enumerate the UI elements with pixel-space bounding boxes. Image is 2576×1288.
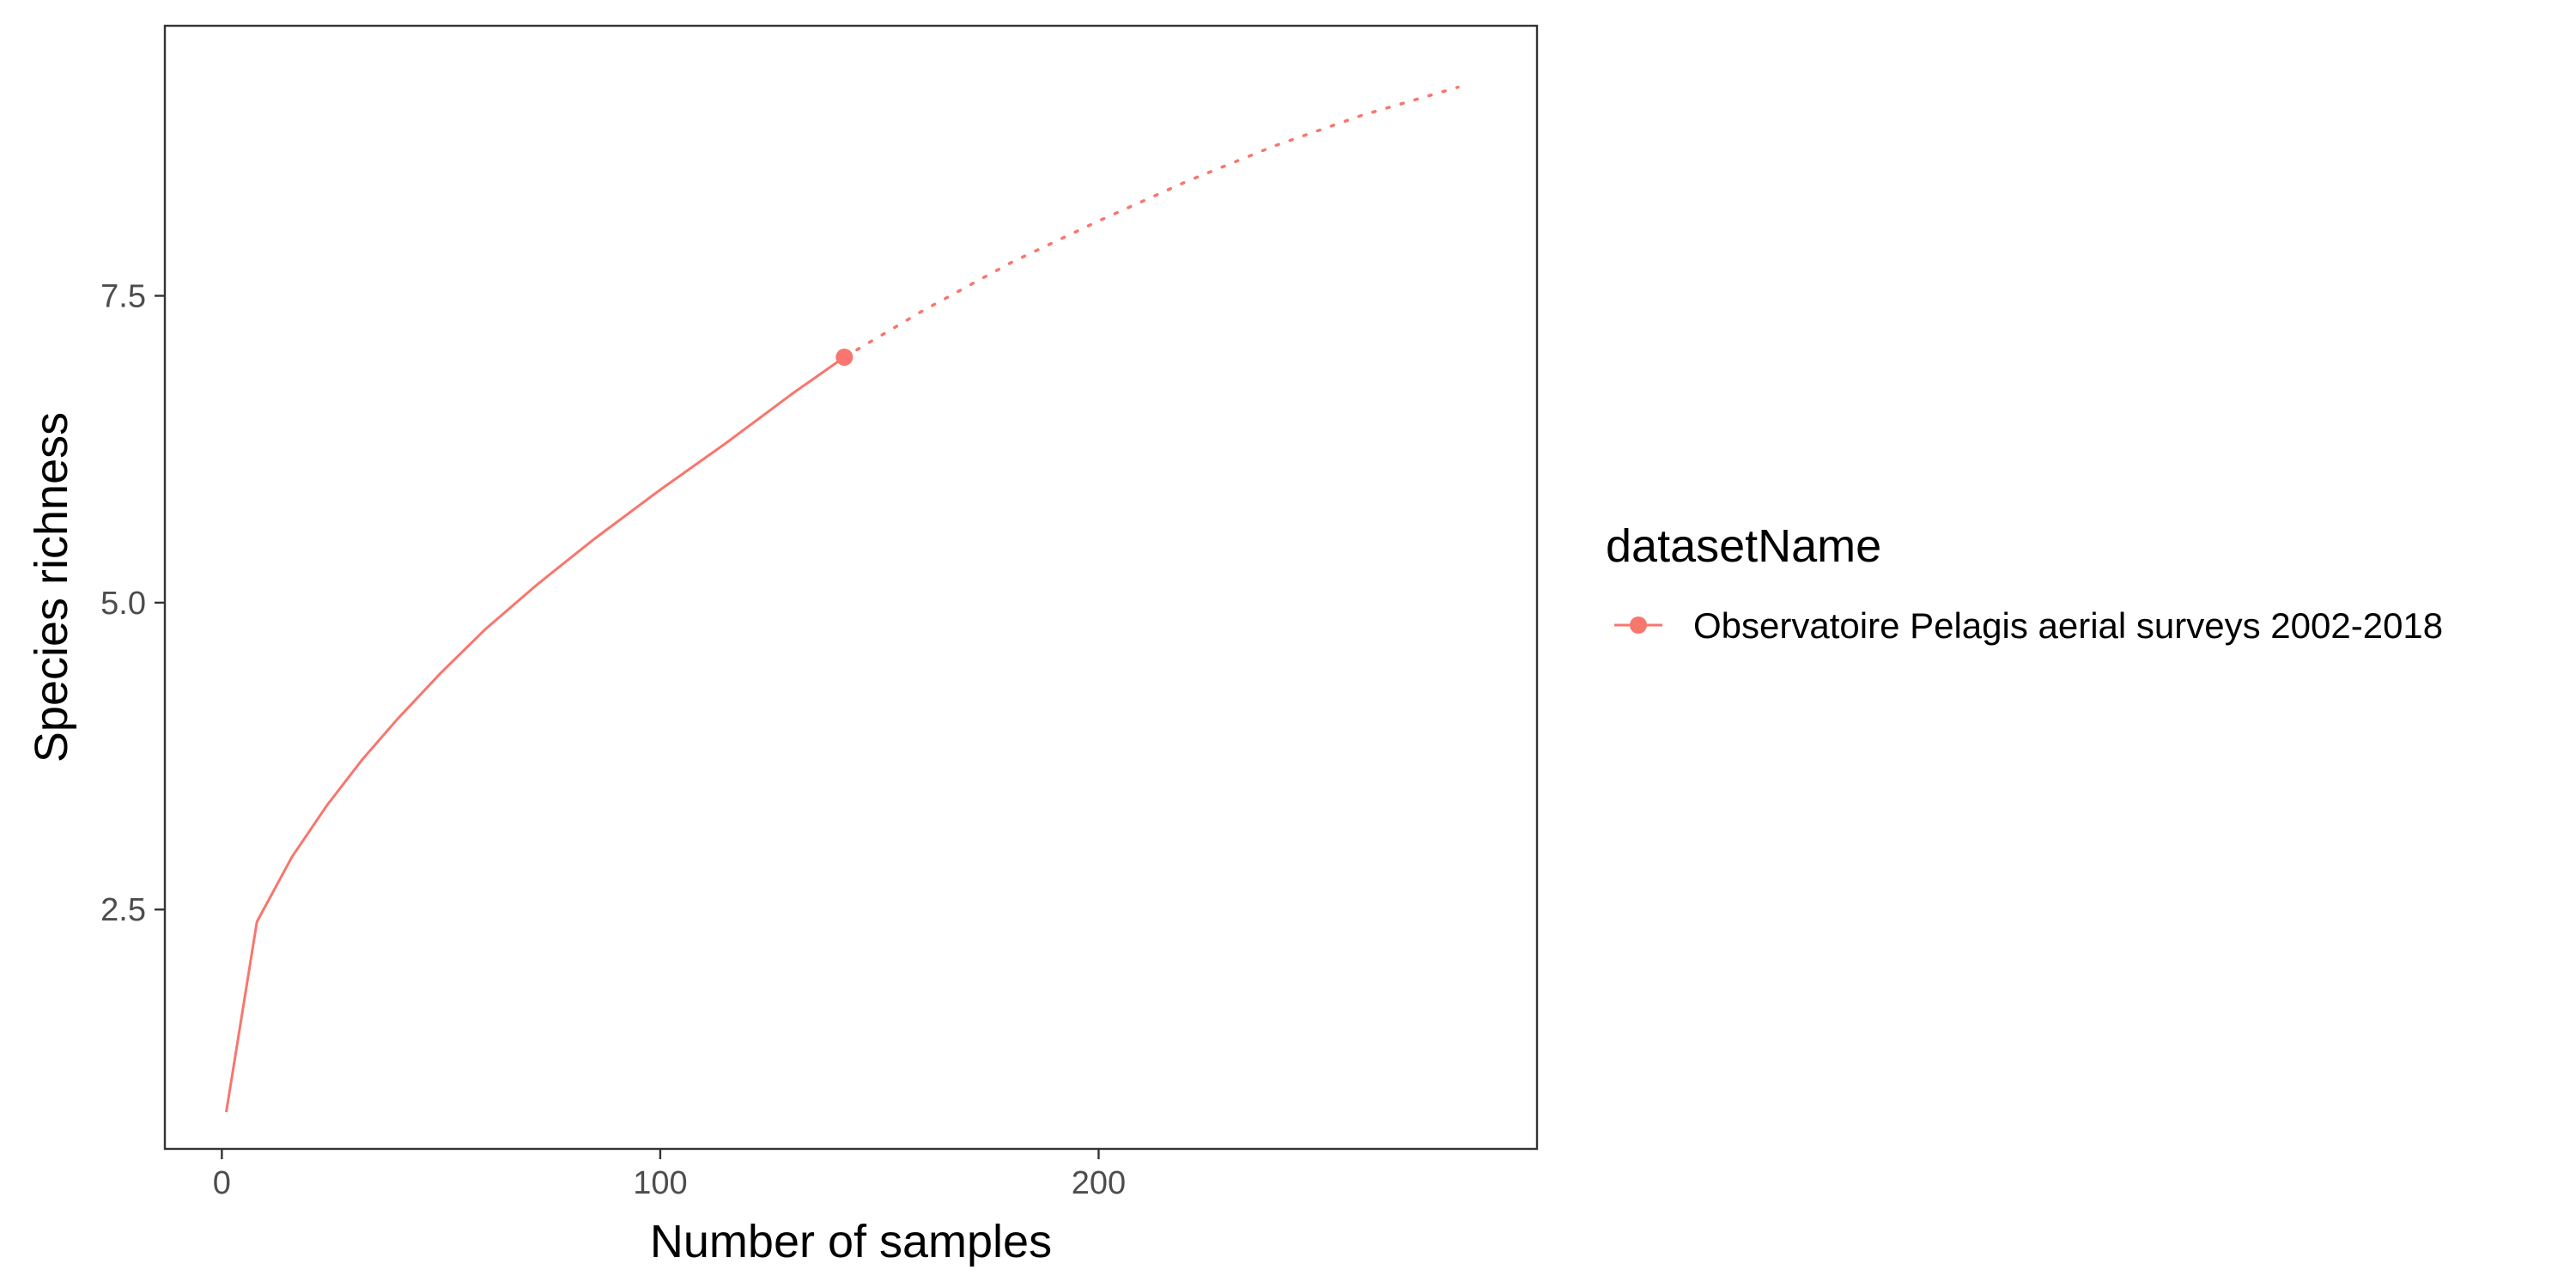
x-tick-label: 100 bbox=[633, 1165, 687, 1201]
series-layer bbox=[225, 85, 1460, 1113]
y-tick-label: 5.0 bbox=[100, 586, 146, 622]
legend-key bbox=[1614, 617, 1662, 634]
legend: datasetName Observatoire Pelagis aerial … bbox=[1606, 520, 2443, 646]
y-tick-label: 2.5 bbox=[100, 892, 146, 928]
x-tick-label: 200 bbox=[1072, 1165, 1126, 1201]
y-axis-ticks: 2.5 5.0 7.5 bbox=[100, 278, 165, 928]
x-axis-title: Number of samples bbox=[650, 1216, 1052, 1267]
x-tick-label: 0 bbox=[213, 1165, 231, 1201]
legend-label: Observatoire Pelagis aerial surveys 2002… bbox=[1693, 605, 2443, 646]
y-axis-title: Species richness bbox=[26, 412, 77, 762]
x-axis-ticks: 0 100 200 bbox=[213, 1149, 1126, 1201]
rarefaction-line bbox=[225, 355, 846, 1113]
y-tick-label: 7.5 bbox=[100, 278, 146, 314]
legend-title: datasetName bbox=[1606, 520, 1881, 572]
extrapolation-line bbox=[842, 85, 1460, 359]
observed-point bbox=[835, 348, 854, 366]
plot-panel bbox=[163, 24, 1539, 1151]
legend-key-point bbox=[1630, 617, 1647, 634]
